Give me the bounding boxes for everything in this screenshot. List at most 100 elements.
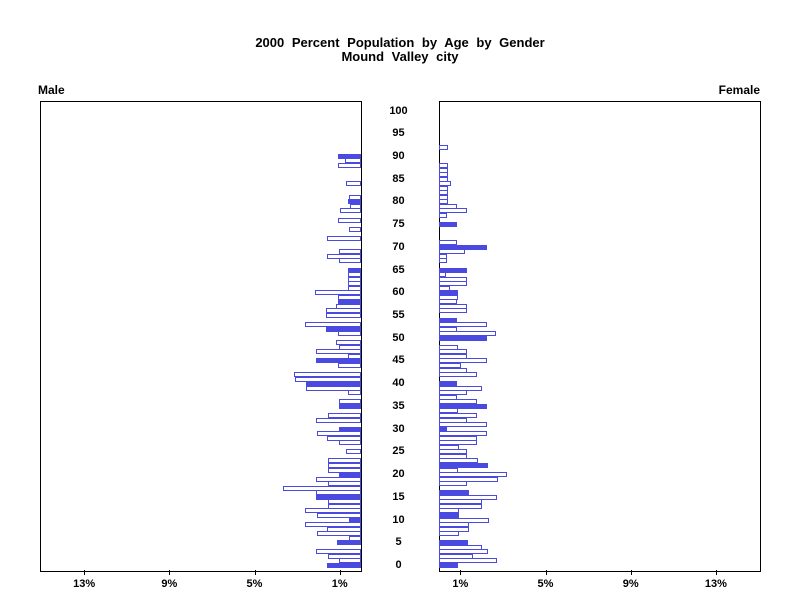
percent-tick: [715, 570, 717, 575]
pyramid-bar-female-age-0: [439, 563, 459, 568]
pyramid-bar-female-age-60: [439, 290, 458, 296]
age-tick-label-10: 10: [392, 513, 405, 526]
pyramid-bar-female-age-47: [439, 349, 467, 355]
pyramid-bar-female-age-30: [439, 426, 448, 432]
pyramid-bar-female-age-4: [439, 544, 482, 550]
pyramid-bar-male-age-55: [326, 313, 361, 319]
female-panel-frame: [439, 101, 761, 572]
pyramid-bar-female-age-43: [439, 367, 467, 373]
pyramid-bar-female-age-14: [439, 499, 482, 505]
percent-tick: [460, 570, 462, 575]
pyramid-bar-female-age-12: [439, 508, 460, 514]
pyramid-bar-female-age-38: [439, 390, 467, 396]
pyramid-bar-male-age-12: [304, 508, 361, 514]
pyramid-bar-male-age-61: [348, 285, 361, 291]
age-tick-label-20: 20: [392, 468, 405, 481]
pyramid-bar-male-age-79: [350, 203, 361, 209]
pyramid-bar-female-age-10: [439, 517, 490, 523]
pyramid-bar-male-age-64: [348, 272, 361, 278]
pyramid-bar-male-age-72: [326, 235, 361, 241]
pyramid-bar-female-age-39: [439, 385, 483, 391]
pyramid-bar-female-age-18: [439, 481, 468, 487]
pyramid-bar-female-age-71: [439, 240, 458, 246]
age-tick-label-0: 0: [395, 559, 402, 571]
percent-tick-label-9pct: 9%: [161, 578, 178, 590]
percent-tick-label-5pct: 5%: [537, 578, 554, 590]
percent-tick: [339, 570, 341, 575]
pyramid-bar-male-age-32: [316, 417, 361, 423]
pyramid-bar-female-age-1: [439, 558, 497, 564]
pyramid-bar-male-age-74: [349, 226, 361, 232]
pyramid-bar-male-age-46: [348, 353, 361, 359]
pyramid-bar-female-age-32: [439, 417, 467, 423]
pyramid-bar-female-age-53: [439, 322, 488, 328]
pyramid-bar-male-age-62: [348, 281, 361, 287]
percent-tick-label-1pct: 1%: [452, 578, 469, 590]
pyramid-bar-male-age-16: [316, 490, 361, 496]
pyramid-bar-female-age-83: [439, 185, 449, 191]
pyramid-bar-female-age-70: [439, 244, 488, 250]
pyramid-bar-male-age-22: [327, 463, 361, 468]
pyramid-bar-male-age-18: [327, 481, 361, 487]
pyramid-bar-male-age-11: [316, 513, 361, 518]
pyramid-bar-male-age-63: [348, 276, 361, 282]
pyramid-bar-female-age-33: [439, 413, 477, 418]
pyramid-bar-male-age-90: [337, 153, 361, 159]
pyramid-bar-female-age-45: [439, 358, 488, 364]
pyramid-bar-female-age-42: [439, 372, 478, 378]
age-tick-label-60: 60: [392, 286, 405, 299]
pyramid-bar-male-age-53: [304, 322, 361, 328]
pyramid-bar-male-age-28: [326, 435, 361, 441]
percent-tick: [169, 570, 171, 575]
pyramid-bar-female-age-46: [439, 353, 467, 359]
pyramid-bar-female-age-24: [439, 453, 468, 459]
pyramid-bar-male-age-9: [304, 522, 361, 528]
pyramid-bar-male-age-78: [339, 208, 361, 214]
pyramid-bar-male-age-14: [327, 499, 361, 505]
pyramid-bar-female-age-65: [439, 267, 467, 273]
pyramid-bar-female-age-25: [439, 449, 468, 455]
age-tick-label-5: 5: [395, 536, 402, 549]
pyramid-bar-female-age-34: [439, 408, 458, 414]
pyramid-bar-female-age-8: [439, 526, 470, 532]
pyramid-bar-female-age-79: [439, 203, 458, 209]
pyramid-bar-female-age-9: [439, 522, 470, 528]
pyramid-bar-female-age-57: [439, 303, 467, 309]
pyramid-bar-female-age-13: [439, 503, 482, 509]
percent-tick-label-1pct: 1%: [331, 578, 348, 590]
age-tick-label-50: 50: [392, 331, 405, 344]
pyramid-bar-female-age-67: [439, 258, 448, 264]
pyramid-bar-male-age-52: [326, 326, 361, 332]
pyramid-bar-male-age-65: [348, 267, 361, 273]
pyramid-bar-male-age-47: [316, 349, 361, 355]
pyramid-bar-male-age-45: [316, 358, 361, 364]
pyramid-bar-female-age-7: [439, 531, 460, 537]
pyramid-bar-female-age-44: [439, 363, 461, 369]
pyramid-bar-female-age-15: [439, 494, 497, 500]
pyramid-bar-male-age-13: [327, 503, 361, 509]
pyramid-bar-female-age-29: [439, 431, 488, 437]
pyramid-bar-female-age-11: [439, 513, 460, 518]
age-tick-label-100: 100: [389, 104, 408, 117]
pyramid-bar-female-age-16: [439, 490, 470, 496]
pyramid-bar-male-age-21: [327, 467, 361, 473]
pyramid-bar-male-age-81: [349, 194, 361, 200]
chart-title: 2000 Percent Population by Age by Gender…: [0, 36, 800, 64]
pyramid-bar-male-age-51: [337, 331, 361, 337]
pyramid-bar-female-age-78: [439, 208, 467, 214]
pyramid-bar-male-age-2: [327, 553, 361, 559]
age-tick-label-95: 95: [392, 127, 405, 140]
female-panel-label: Female: [718, 83, 760, 97]
pyramid-bar-male-age-88: [337, 163, 361, 169]
percent-tick: [545, 570, 547, 575]
pyramid-bar-female-age-27: [439, 440, 478, 446]
pyramid-bar-female-age-75: [439, 222, 458, 228]
pyramid-bar-male-age-49: [336, 340, 361, 346]
pyramid-bar-male-age-5: [336, 540, 361, 546]
pyramid-bar-female-age-92: [439, 144, 449, 150]
pyramid-bar-male-age-41: [295, 376, 361, 382]
pyramid-bar-male-age-59: [337, 294, 361, 300]
pyramid-bar-male-age-68: [326, 253, 361, 259]
pyramid-bar-female-age-35: [439, 403, 488, 409]
pyramid-bar-male-age-39: [306, 385, 361, 391]
